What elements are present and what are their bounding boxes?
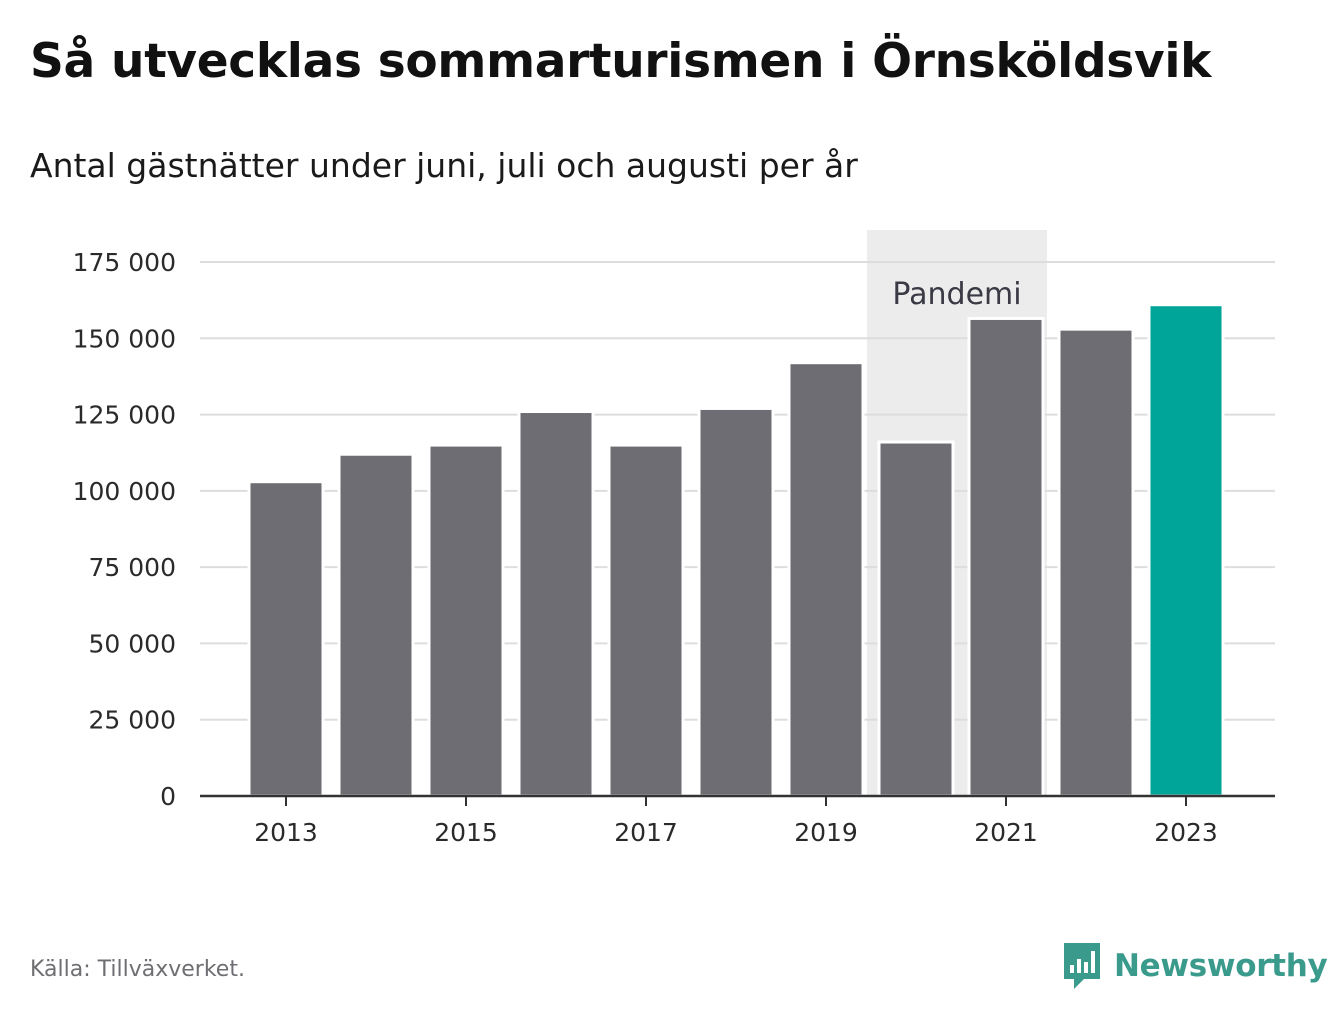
y-tick-label: 125 000 (73, 401, 176, 430)
bar-2016 (517, 410, 595, 798)
bar-2018 (697, 406, 775, 798)
x-tick-label: 2017 (614, 818, 678, 847)
x-tick-label: 2015 (434, 818, 498, 847)
bar-2015 (427, 443, 505, 798)
x-tick-label: 2021 (974, 818, 1038, 847)
pandemic-label: Pandemi (892, 277, 1021, 312)
bar-2017 (607, 443, 685, 798)
chart-title: Så utvecklas sommarturismen i Örnsköldsv… (30, 34, 1212, 89)
newsworthy-logo[interactable]: Newsworthy (1062, 940, 1328, 992)
source-note: Källa: Tillväxverket. (30, 957, 245, 982)
bar-chart: Pandemi 0 25 000 50 000 75 000 100 000 125 00… (73, 230, 1275, 847)
bar-2020 (877, 440, 955, 798)
bar-2013 (247, 480, 325, 798)
y-tick-label: 25 000 (89, 706, 176, 735)
bar-2022 (1057, 327, 1135, 798)
bar-2014 (337, 452, 415, 798)
newsworthy-logo-text: Newsworthy (1114, 948, 1328, 984)
y-tick-label: 100 000 (73, 477, 176, 506)
x-tick-label: 2019 (794, 818, 858, 847)
y-tick-label: 150 000 (73, 324, 176, 353)
y-tick-label: 50 000 (89, 629, 176, 658)
y-tick-label: 175 000 (73, 248, 176, 277)
bar-2021 (967, 316, 1045, 798)
newsworthy-logo-icon (1064, 943, 1100, 989)
chart-subtitle: Antal gästnätter under juni, juli och au… (30, 146, 858, 185)
y-tick-label: 75 000 (89, 553, 176, 582)
x-tick-label: 2023 (1154, 818, 1218, 847)
y-tick-label: 0 (160, 782, 176, 811)
x-tick-label: 2013 (254, 818, 318, 847)
bar-2019 (787, 361, 865, 798)
bar-2023 (1147, 303, 1225, 798)
